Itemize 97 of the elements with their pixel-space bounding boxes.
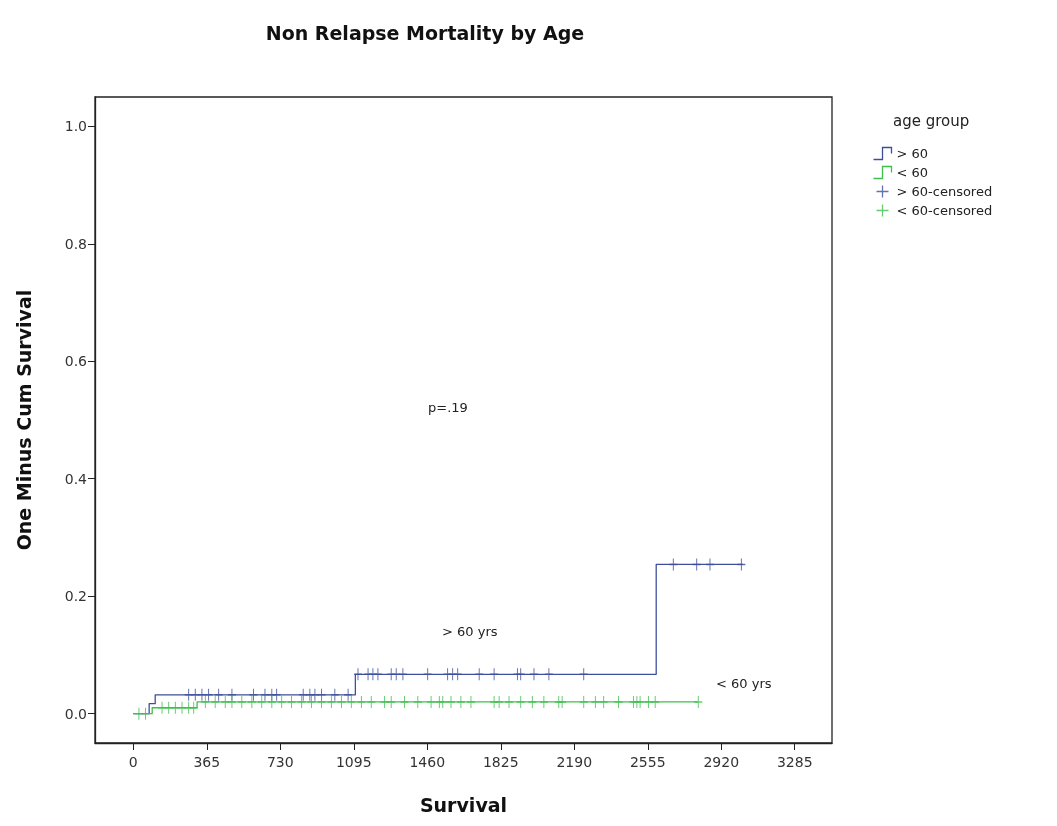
point xyxy=(214,688,224,702)
point xyxy=(693,695,703,709)
point xyxy=(438,695,448,709)
x-tick-label: 3285 xyxy=(776,754,813,770)
point xyxy=(399,695,410,709)
y-tick-label: 0.0 xyxy=(64,705,87,722)
point xyxy=(423,667,433,681)
point xyxy=(398,667,408,681)
point xyxy=(203,688,214,702)
point xyxy=(260,688,270,702)
point xyxy=(336,695,347,709)
point xyxy=(353,667,363,681)
point xyxy=(164,701,174,715)
y-axis-title: One Minus Cum Survival xyxy=(12,289,35,551)
point xyxy=(643,695,654,709)
point xyxy=(366,695,376,709)
x-tick-label: 365 xyxy=(193,754,221,770)
point xyxy=(529,667,539,681)
point xyxy=(286,695,297,709)
x-tick-label: 1095 xyxy=(335,754,372,770)
legend-label: < 60-censored xyxy=(896,203,993,218)
y-tick-label: 1.0 xyxy=(64,118,87,135)
point xyxy=(456,695,466,709)
point xyxy=(267,695,277,709)
point xyxy=(184,688,194,702)
point xyxy=(190,688,200,702)
y-tick-label: 0.8 xyxy=(64,235,87,252)
point xyxy=(446,695,456,709)
point xyxy=(257,695,267,709)
point xyxy=(474,667,484,681)
legend-title: age group xyxy=(893,111,970,130)
point xyxy=(613,695,624,709)
point xyxy=(140,707,151,721)
point xyxy=(247,695,257,709)
point xyxy=(539,695,549,709)
legend-label: > 60 xyxy=(896,146,929,161)
point xyxy=(489,667,499,681)
point xyxy=(466,695,476,709)
point xyxy=(210,695,220,709)
point xyxy=(504,695,514,709)
point xyxy=(157,701,167,715)
x-tick-label: 2555 xyxy=(629,754,666,770)
annotation: p=.19 xyxy=(428,400,468,415)
x-tick-label: 1460 xyxy=(409,754,446,770)
x-axis-title: Survival xyxy=(419,793,508,816)
point xyxy=(650,695,660,709)
point xyxy=(326,695,336,709)
point xyxy=(356,695,367,709)
x-tick-label: 2190 xyxy=(556,754,593,770)
point xyxy=(170,701,180,715)
point xyxy=(220,695,230,709)
point xyxy=(579,695,589,709)
point xyxy=(426,695,436,709)
x-tick-label: 1825 xyxy=(482,754,519,770)
point xyxy=(227,695,237,709)
annotation: > 60 yrs xyxy=(442,624,498,639)
point xyxy=(306,695,317,709)
y-tick-label: 0.2 xyxy=(64,588,87,605)
point xyxy=(200,695,210,709)
point xyxy=(373,667,383,681)
point xyxy=(197,688,207,702)
point xyxy=(297,695,307,709)
y-tick-label: 0.6 xyxy=(64,353,88,370)
point xyxy=(413,695,423,709)
point xyxy=(298,688,308,702)
legend-label: < 60 xyxy=(896,165,929,180)
point xyxy=(316,695,327,709)
point xyxy=(516,667,526,681)
point xyxy=(248,688,259,702)
point xyxy=(453,667,463,681)
point xyxy=(527,695,537,709)
point xyxy=(590,695,600,709)
annotation: < 60 yrs xyxy=(716,676,772,691)
point xyxy=(134,707,144,721)
y-tick-label: 0.4 xyxy=(64,470,88,487)
legend-label: > 60-censored xyxy=(896,184,993,199)
point xyxy=(379,695,390,709)
point xyxy=(386,695,396,709)
point xyxy=(277,695,287,709)
x-tick-label: 2920 xyxy=(703,754,740,770)
point xyxy=(599,695,609,709)
point xyxy=(494,695,504,709)
point xyxy=(177,701,187,715)
x-tick-label: 730 xyxy=(266,754,294,770)
point xyxy=(343,688,353,702)
point xyxy=(272,688,282,702)
point xyxy=(391,667,401,681)
point xyxy=(346,695,356,709)
point xyxy=(579,667,589,681)
point xyxy=(544,667,554,681)
point xyxy=(330,688,340,702)
chart-title: Non Relapse Mortality by Age xyxy=(265,21,585,44)
point xyxy=(189,701,199,715)
point xyxy=(310,688,320,702)
point xyxy=(516,695,526,709)
point xyxy=(237,695,247,709)
x-tick-label: 0 xyxy=(128,754,138,770)
